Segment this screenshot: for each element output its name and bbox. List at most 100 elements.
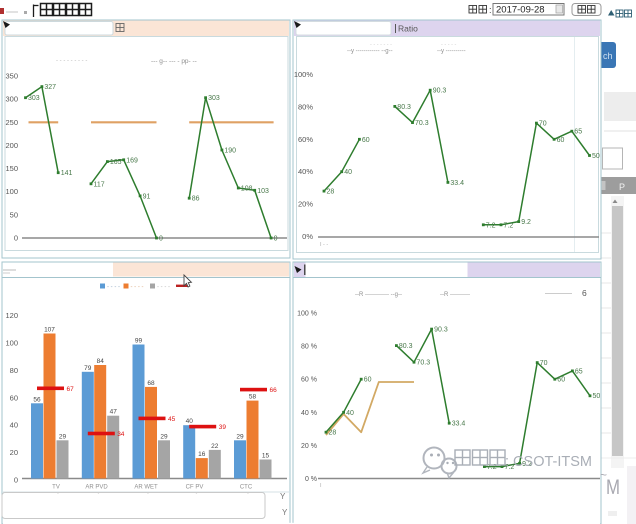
svg-text:100: 100 — [5, 187, 18, 196]
svg-text:80%: 80% — [298, 102, 313, 111]
svg-text:0 %: 0 % — [305, 476, 317, 483]
svg-text:67: 67 — [67, 386, 75, 393]
svg-text:45: 45 — [168, 416, 176, 423]
svg-text:0: 0 — [14, 234, 18, 243]
svg-text:100 %: 100 % — [297, 311, 317, 318]
svg-text:84: 84 — [97, 358, 105, 365]
svg-text:250: 250 — [5, 118, 18, 127]
svg-text:- - - -: - - - - — [131, 285, 144, 291]
svg-text:50: 50 — [10, 210, 18, 219]
svg-text:70.3: 70.3 — [417, 360, 431, 367]
svg-text:ch: ch — [603, 51, 613, 61]
svg-text:165: 165 — [110, 159, 122, 166]
svg-text:90.3: 90.3 — [434, 327, 448, 334]
svg-text:-: - — [247, 491, 249, 497]
svg-text:22: 22 — [211, 443, 219, 450]
svg-text:28: 28 — [329, 430, 337, 437]
svg-text:99: 99 — [135, 338, 143, 345]
svg-text:60 %: 60 % — [301, 377, 317, 384]
svg-text:-: - — [147, 491, 149, 497]
svg-text:303: 303 — [208, 95, 220, 102]
svg-text:AR PVD: AR PVD — [85, 485, 108, 491]
svg-text:33.4: 33.4 — [452, 421, 466, 428]
svg-text:9.2: 9.2 — [522, 461, 532, 468]
svg-text:60: 60 — [557, 137, 565, 144]
svg-text:190: 190 — [224, 148, 236, 155]
svg-text:CF PV: CF PV — [186, 485, 204, 491]
svg-text:65: 65 — [575, 368, 583, 375]
svg-text:66: 66 — [270, 387, 278, 394]
svg-text:--y ----------: --y ---------- — [437, 49, 466, 55]
svg-text:60: 60 — [557, 377, 565, 384]
svg-text:86: 86 — [192, 196, 200, 203]
svg-text:29: 29 — [236, 433, 244, 440]
svg-text:100%: 100% — [294, 70, 314, 79]
svg-text:60%: 60% — [298, 135, 313, 144]
svg-text:- - - - - - - - -: - - - - - - - - - — [56, 58, 87, 64]
svg-text:I - -: I - - — [320, 242, 328, 248]
svg-text:80 %: 80 % — [301, 344, 317, 351]
svg-text::: : — [489, 5, 492, 15]
svg-text:9.2: 9.2 — [521, 219, 531, 226]
svg-text:Y: Y — [280, 492, 286, 501]
svg-text:AR WET: AR WET — [134, 485, 158, 491]
svg-text:68: 68 — [147, 380, 155, 387]
svg-text:50: 50 — [593, 393, 601, 400]
svg-text:50: 50 — [592, 153, 600, 160]
svg-text:103: 103 — [257, 188, 269, 195]
svg-text:70: 70 — [539, 121, 547, 128]
svg-text:CTC: CTC — [240, 485, 253, 491]
svg-text:: CSOT-ITSM: : CSOT-ITSM — [505, 454, 592, 470]
svg-text:65: 65 — [574, 129, 582, 136]
svg-text:40: 40 — [346, 410, 354, 417]
svg-text:40%: 40% — [298, 167, 313, 176]
svg-text:TV: TV — [52, 485, 60, 491]
svg-text:40: 40 — [10, 421, 18, 430]
svg-text:7.2: 7.2 — [487, 464, 497, 471]
svg-text:- - - - -: - - - - - — [441, 42, 456, 48]
svg-text:40: 40 — [186, 418, 194, 425]
svg-text:200: 200 — [5, 141, 18, 150]
svg-text:60: 60 — [364, 377, 372, 384]
svg-text:150: 150 — [5, 164, 18, 173]
svg-text:40 %: 40 % — [301, 410, 317, 417]
svg-text:7.2: 7.2 — [504, 222, 514, 229]
svg-text:29: 29 — [160, 433, 168, 440]
svg-text:--- g-- --- - pp- --: --- g-- --- - pp- -- — [151, 58, 197, 65]
svg-text:141: 141 — [61, 170, 73, 177]
svg-text:60: 60 — [10, 393, 18, 402]
svg-text:Y: Y — [282, 508, 288, 517]
svg-text:I: I — [320, 483, 322, 489]
svg-text:169: 169 — [126, 157, 138, 164]
svg-text:79: 79 — [84, 365, 92, 372]
svg-text:0: 0 — [159, 236, 163, 243]
svg-text:34: 34 — [117, 431, 125, 438]
svg-text:58: 58 — [249, 394, 257, 401]
svg-text:300: 300 — [5, 95, 18, 104]
svg-text:--y ------------ --g--: --y ------------ --g-- — [347, 49, 393, 55]
svg-text:117: 117 — [94, 181, 105, 188]
svg-text:120: 120 — [5, 311, 18, 320]
svg-text:91: 91 — [143, 193, 151, 200]
svg-text:Ratio: Ratio — [398, 24, 418, 34]
svg-text:70.3: 70.3 — [415, 120, 429, 127]
svg-text:327: 327 — [44, 84, 56, 91]
svg-text:39: 39 — [219, 424, 227, 431]
svg-text:--R ----------: --R ---------- — [440, 292, 470, 298]
svg-text:15: 15 — [262, 453, 270, 460]
svg-text:0: 0 — [14, 476, 18, 485]
svg-text:70: 70 — [540, 360, 548, 367]
svg-text:303: 303 — [28, 95, 40, 102]
svg-text:20 %: 20 % — [301, 443, 317, 450]
svg-text:M: M — [606, 476, 620, 499]
svg-text:-: - — [98, 491, 100, 497]
svg-text:--R ------------ --g--: --R ------------ --g-- — [355, 292, 402, 298]
svg-text:28: 28 — [327, 189, 335, 196]
svg-text:2017-09-28: 2017-09-28 — [496, 5, 545, 16]
svg-text:7.2: 7.2 — [486, 222, 496, 229]
svg-text:20%: 20% — [298, 200, 313, 209]
svg-text:56: 56 — [33, 396, 41, 403]
svg-text:- - - -: - - - - — [157, 285, 170, 291]
svg-text:16: 16 — [198, 451, 206, 458]
svg-text:350: 350 — [5, 72, 18, 81]
